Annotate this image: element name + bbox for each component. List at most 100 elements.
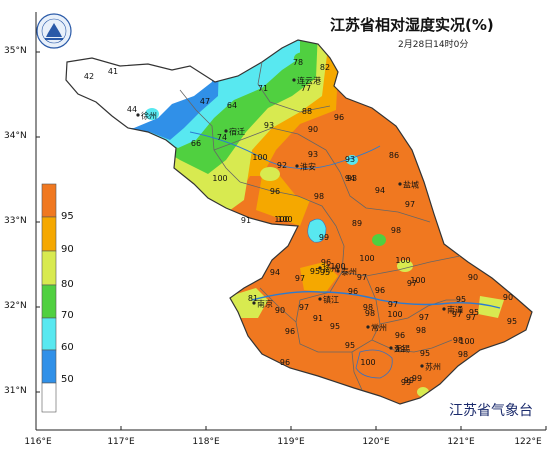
station-value: 95 — [345, 341, 355, 350]
station-value: 96 — [280, 358, 290, 367]
station-value: 97 — [388, 300, 398, 309]
station-value: 47 — [200, 97, 210, 106]
city-dot — [295, 164, 298, 167]
station-value: 100 — [277, 215, 292, 224]
station-value: 86 — [389, 151, 399, 160]
city-label: 苏州 — [425, 362, 441, 372]
station-value: 100 — [387, 310, 402, 319]
station-value: 95 — [420, 349, 430, 358]
station-value: 93 — [347, 174, 357, 183]
lon-label-119: 119°E — [277, 437, 304, 447]
city-label: 南京 — [257, 299, 273, 309]
agency-name: 江苏省气象台 — [449, 400, 533, 420]
city-dot — [420, 364, 423, 367]
legend-swatch — [42, 251, 56, 285]
station-value: 100 — [459, 337, 474, 346]
station-value: 91 — [313, 314, 323, 323]
station-value: 96 — [375, 286, 385, 295]
lat-label-35: 35°N — [4, 46, 27, 56]
station-value: 97 — [452, 310, 462, 319]
meteorological-bureau-logo-icon — [36, 13, 72, 49]
city-label: 淮安 — [300, 162, 316, 172]
station-value: 96 — [334, 113, 344, 122]
lat-label-33: 33°N — [4, 216, 27, 226]
city-dot — [366, 325, 369, 328]
city-label: 盐城 — [403, 180, 419, 190]
station-value: 100 — [212, 174, 227, 183]
station-value: 66 — [191, 139, 201, 148]
city-dot — [398, 182, 401, 185]
legend-swatch — [42, 350, 56, 383]
legend-label-95: 95 — [61, 211, 74, 222]
station-value: 92 — [277, 161, 287, 170]
station-value: 97 — [295, 274, 305, 283]
city-dot — [318, 297, 321, 300]
station-value: 71 — [258, 84, 268, 93]
station-value: 95 — [310, 267, 320, 276]
station-value: 81 — [248, 294, 258, 303]
lon-label-122: 122°E — [514, 437, 541, 447]
station-value: 95 — [330, 322, 340, 331]
station-value: 94 — [270, 268, 280, 277]
station-value: 100 — [359, 254, 374, 263]
station-value: 95 — [456, 295, 466, 304]
station-value: 64 — [227, 101, 237, 110]
lon-label-120: 120°E — [362, 437, 389, 447]
station-value: 42 — [84, 72, 94, 81]
lon-label-121: 121°E — [447, 437, 474, 447]
station-value: 96 — [270, 187, 280, 196]
station-value: 88 — [302, 107, 312, 116]
station-value: 98 — [314, 192, 324, 201]
station-value: 93 — [308, 150, 318, 159]
station-value: 93 — [345, 155, 355, 164]
station-value: 78 — [293, 58, 303, 67]
station-value: 99 — [401, 378, 411, 387]
station-value: 95 — [507, 317, 517, 326]
observation-time: 2月28日14时0分 — [398, 37, 468, 50]
station-value: 41 — [108, 67, 118, 76]
legend-swatch — [42, 318, 56, 350]
station-value: 99 — [395, 345, 405, 354]
station-value: 97 — [357, 273, 367, 282]
station-value: 90 — [468, 273, 478, 282]
humidity-legend — [42, 184, 56, 412]
legend-swatch — [42, 184, 56, 217]
lon-label-117: 117°E — [107, 437, 134, 447]
station-value: 95 — [469, 308, 479, 317]
station-value: 93 — [264, 121, 274, 130]
legend-label-90: 90 — [61, 244, 74, 255]
station-value: 97 — [419, 313, 429, 322]
station-value: 98 — [363, 303, 373, 312]
legend-label-50: 50 — [61, 374, 74, 385]
station-value: 97 — [405, 200, 415, 209]
city-dot — [292, 78, 295, 81]
station-value: 94 — [375, 186, 385, 195]
station-value: 100 — [360, 358, 375, 367]
station-value: 90 — [308, 125, 318, 134]
station-value: 74 — [217, 133, 227, 142]
page-title: 江苏省相对湿度实况(%) — [330, 14, 494, 35]
city-label: 常州 — [371, 324, 387, 333]
station-value: 91 — [241, 216, 251, 225]
station-value: 96 — [348, 287, 358, 296]
station-value: 100 — [395, 256, 410, 265]
lon-label-116: 116°E — [24, 437, 51, 447]
city-dot — [442, 307, 445, 310]
legend-label-60: 60 — [61, 342, 74, 353]
legend-label-80: 80 — [61, 279, 74, 290]
station-value: 99 — [319, 233, 329, 242]
station-value: 89 — [352, 219, 362, 228]
legend-swatch — [42, 285, 56, 318]
station-value: 98 — [416, 326, 426, 335]
lon-label-118: 118°E — [192, 437, 219, 447]
city-label: 镇江 — [323, 295, 339, 305]
legend-swatch — [42, 383, 56, 412]
legend-swatch — [42, 217, 56, 251]
station-value: 97 — [299, 303, 309, 312]
station-value: 96 — [285, 327, 295, 336]
station-value: 100 — [252, 153, 267, 162]
lat-label-31: 31°N — [4, 386, 27, 396]
lat-label-34: 34°N — [4, 131, 27, 141]
